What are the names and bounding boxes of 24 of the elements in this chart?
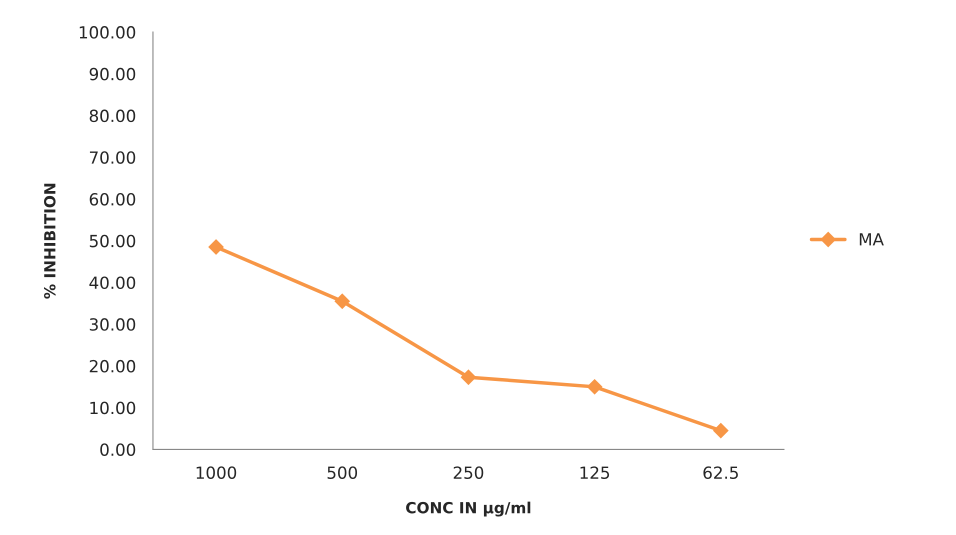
- y-tick-label: 20.00: [90, 360, 136, 373]
- point: [460, 370, 476, 385]
- y-tick-label: 60.00: [90, 192, 136, 206]
- x-tick-label: 500: [328, 466, 358, 479]
- y-tick-label: 100.00: [80, 26, 136, 39]
- point: [208, 239, 224, 255]
- x-tick-label: 1000: [196, 466, 236, 479]
- y-tick-label: 90.00: [90, 68, 136, 80]
- y-tick-label: 50.00: [90, 234, 136, 248]
- point: [334, 294, 350, 309]
- point: [587, 379, 602, 394]
- x-axis-title: CONC IN µg/ml: [406, 502, 530, 517]
- point: [713, 423, 728, 438]
- x-tick-label: 250: [454, 466, 484, 479]
- y-axis-title: % INHIBITION: [44, 184, 56, 299]
- y-tick-label: 80.00: [90, 110, 136, 122]
- x-tick-label: 125: [580, 466, 610, 479]
- y-tick-label: 40.00: [89, 276, 136, 290]
- y-tick-label: 30.00: [90, 318, 136, 331]
- y-tick-label: 70.00: [90, 151, 136, 164]
- legend-label: MA: [860, 233, 884, 246]
- y-tick-label: 0.00: [100, 443, 136, 456]
- y-tick-label: 10.00: [90, 402, 136, 414]
- x-tick-label: 62.5: [703, 466, 738, 479]
